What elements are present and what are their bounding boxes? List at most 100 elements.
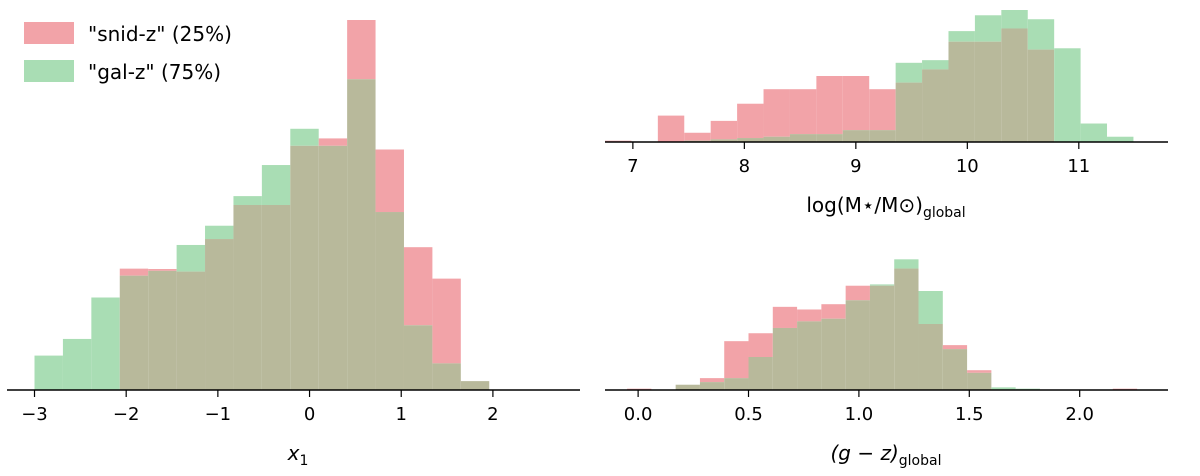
gal-bar-19	[1107, 136, 1134, 142]
snid-bar-11	[347, 20, 376, 80]
gal-bar-15	[991, 387, 1016, 390]
snid-bar-7	[797, 309, 822, 322]
gal-bar-5	[176, 244, 206, 272]
snid-bar-13	[403, 247, 433, 326]
x-tick-label-0: 7	[627, 156, 638, 177]
overlap-bar-12	[922, 69, 949, 142]
legend-swatch-snid	[24, 22, 74, 44]
snid-bar-10	[318, 138, 348, 146]
snid-bar-6	[763, 89, 790, 137]
gal-bar-8	[261, 165, 291, 205]
overlap-bar-10	[869, 285, 895, 390]
gal-bar-16	[1027, 19, 1055, 50]
x-ticks: 0.0 0.5 1.0 1.5 2.0	[624, 390, 1094, 425]
gal-bar-12	[918, 291, 943, 324]
overlap-bar-14	[432, 363, 461, 390]
overlap-bar-12	[918, 324, 943, 390]
overlap-bar-15	[460, 381, 490, 390]
overlap-bar-14	[974, 41, 1002, 142]
snid-bar-12	[375, 149, 404, 213]
overlap-bar-14	[967, 372, 992, 390]
x-ticks: 7 8 9 10 11	[627, 142, 1090, 177]
x-tick-label-0: −3	[21, 404, 48, 425]
legend-swatch-gal	[24, 60, 74, 82]
gal-bar-13	[948, 31, 975, 42]
x-tick-label-5: 2	[487, 404, 498, 425]
gal-bar-0	[34, 355, 63, 390]
snid-bar-3	[119, 268, 149, 276]
x-tick-label-4: 1	[395, 404, 406, 425]
overlap-bar-8	[261, 205, 291, 390]
snid-bar-9	[845, 285, 870, 301]
overlap-bar-9	[290, 145, 319, 390]
gal-bar-15	[1001, 10, 1028, 29]
overlap-bar-11	[347, 79, 376, 390]
x-tick-label-2: −1	[205, 404, 232, 425]
snid-bar-5	[737, 103, 764, 139]
overlap-bar-7	[789, 134, 817, 142]
legend-label-snid: "snid-z" (25%)	[88, 22, 232, 46]
x-tick-label-2: 9	[850, 156, 861, 177]
gal-bar-7	[233, 196, 262, 205]
snid-bar-8	[816, 76, 843, 135]
snid-bar-4	[148, 269, 177, 271]
x-tick-label-0: 0.0	[624, 404, 653, 425]
overlap-bar-13	[942, 349, 968, 390]
x-tick-label-3: 1.5	[955, 404, 984, 425]
x-tick-label-1: 8	[739, 156, 750, 177]
x-tick-label-1: −2	[113, 404, 140, 425]
overlap-bar-13	[403, 325, 433, 390]
overlap-bar-10	[869, 130, 896, 142]
overlap-bar-3	[119, 275, 149, 390]
snid-bar-3	[684, 132, 711, 141]
x-axis-label-main: (g − z)	[831, 441, 899, 465]
snid-bar-14	[967, 370, 992, 373]
snid-bar-13	[942, 345, 968, 350]
overlap-bar-8	[816, 134, 843, 142]
gal-bar-17	[1054, 48, 1081, 142]
gal-bar-11	[894, 259, 919, 269]
x-axis-label: x1	[287, 441, 309, 469]
snid-bar-6	[772, 306, 798, 328]
gal-bar-6	[205, 225, 234, 240]
histogram-bars	[627, 259, 1138, 390]
overlap-bar-4	[148, 270, 177, 390]
x-axis-label-sub: global	[923, 205, 966, 221]
x-axis-label-sub: global	[899, 453, 942, 469]
x-axis-label: (g − z)global	[831, 441, 942, 469]
overlap-bar-4	[710, 139, 738, 142]
overlap-bar-11	[894, 268, 919, 390]
chart-color: 0.0 0.5 1.0 1.5 2.0 (g − z)global	[605, 259, 1168, 469]
overlap-bar-13	[948, 41, 975, 142]
overlap-bar-12	[375, 212, 404, 390]
gal-bar-14	[974, 15, 1002, 42]
gal-bar-10	[869, 284, 895, 286]
snid-bar-2	[657, 115, 685, 142]
overlap-bar-2	[675, 384, 700, 390]
snid-bar-9	[842, 76, 870, 131]
gal-bar-1	[62, 338, 92, 390]
snid-bar-3	[699, 378, 725, 383]
overlap-bar-7	[233, 205, 262, 390]
overlap-bar-11	[895, 82, 923, 142]
x-tick-label-3: 0	[304, 404, 315, 425]
overlap-bar-9	[842, 130, 870, 142]
snid-bar-5	[748, 333, 773, 357]
overlap-bar-7	[797, 321, 822, 390]
overlap-bar-3	[699, 382, 725, 390]
gal-bar-18	[1080, 123, 1108, 142]
overlap-bar-15	[1001, 28, 1028, 143]
x-tick-label-1: 0.5	[734, 404, 763, 425]
chart-x1: −3 −2 −1 0 1 2 x1	[7, 20, 580, 469]
overlap-bar-6	[772, 327, 798, 390]
snid-bar-14	[432, 278, 461, 364]
gal-bar-9	[290, 128, 319, 146]
overlap-bar-5	[737, 138, 764, 142]
gal-bar-2	[91, 297, 120, 390]
overlap-bar-16	[1027, 49, 1055, 142]
overlap-bar-4	[724, 378, 749, 390]
legend: "snid-z" (25%) "gal-z" (75%)	[24, 22, 232, 84]
snid-bar-7	[789, 89, 817, 135]
gal-bar-11	[895, 62, 923, 83]
